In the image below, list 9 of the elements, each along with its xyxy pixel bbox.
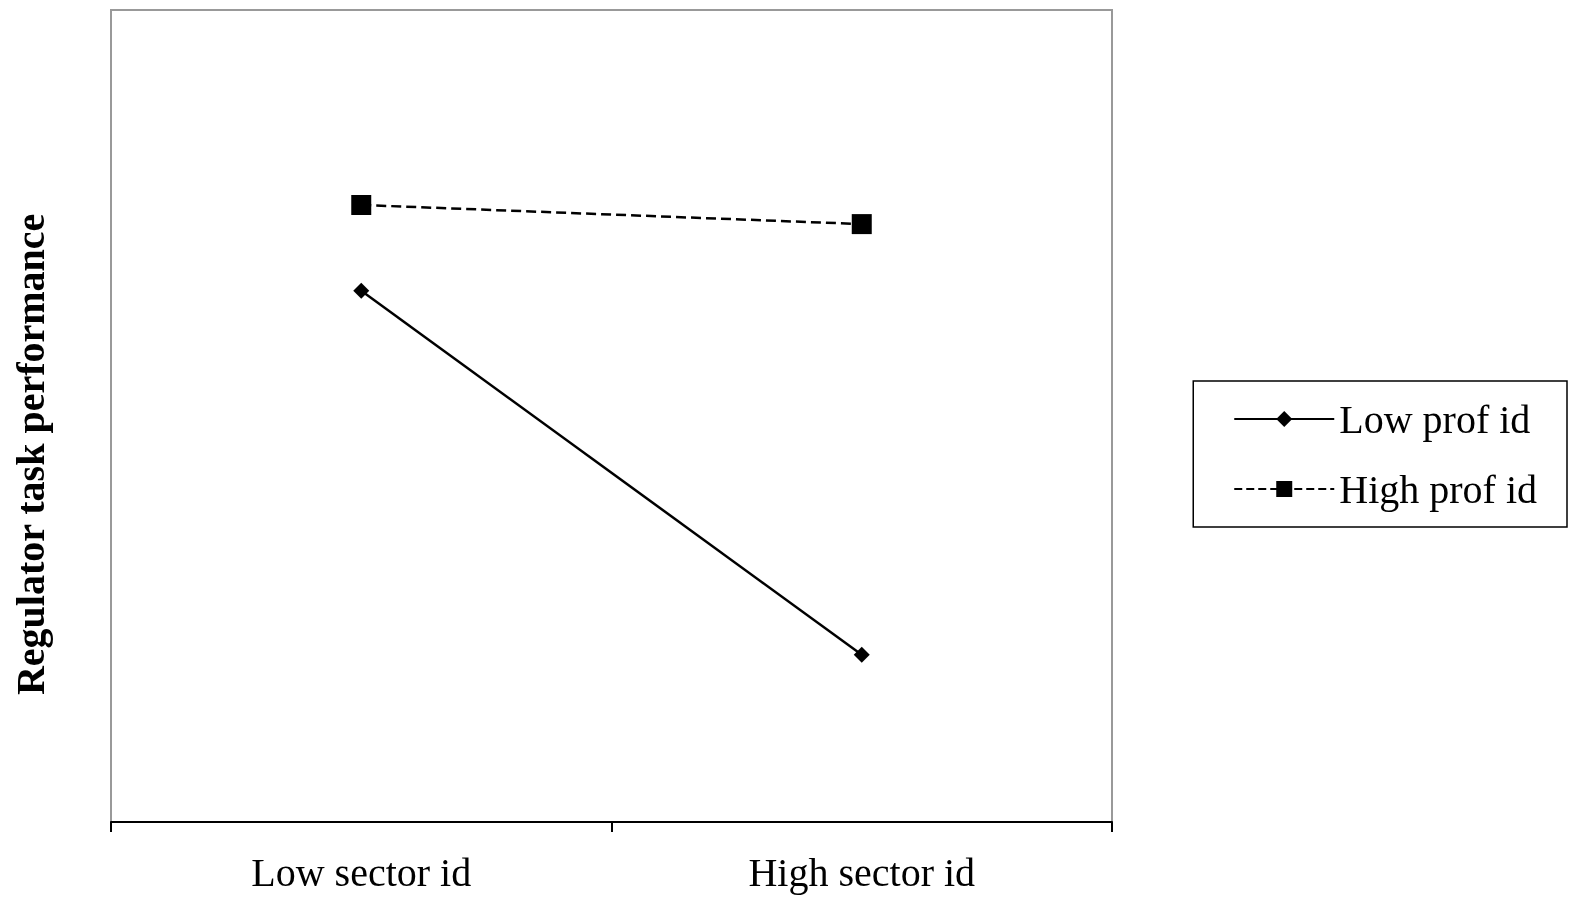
x-tick-label: High sector id <box>748 849 976 895</box>
x-tick-label: Low sector id <box>251 849 472 895</box>
legend-label: Low prof id <box>1339 396 1531 442</box>
point <box>351 194 372 215</box>
legend-label: High prof id <box>1339 466 1538 512</box>
point <box>853 646 870 663</box>
point <box>353 282 370 299</box>
point <box>851 214 872 235</box>
y-axis-title: Regulator task performance <box>7 213 53 696</box>
